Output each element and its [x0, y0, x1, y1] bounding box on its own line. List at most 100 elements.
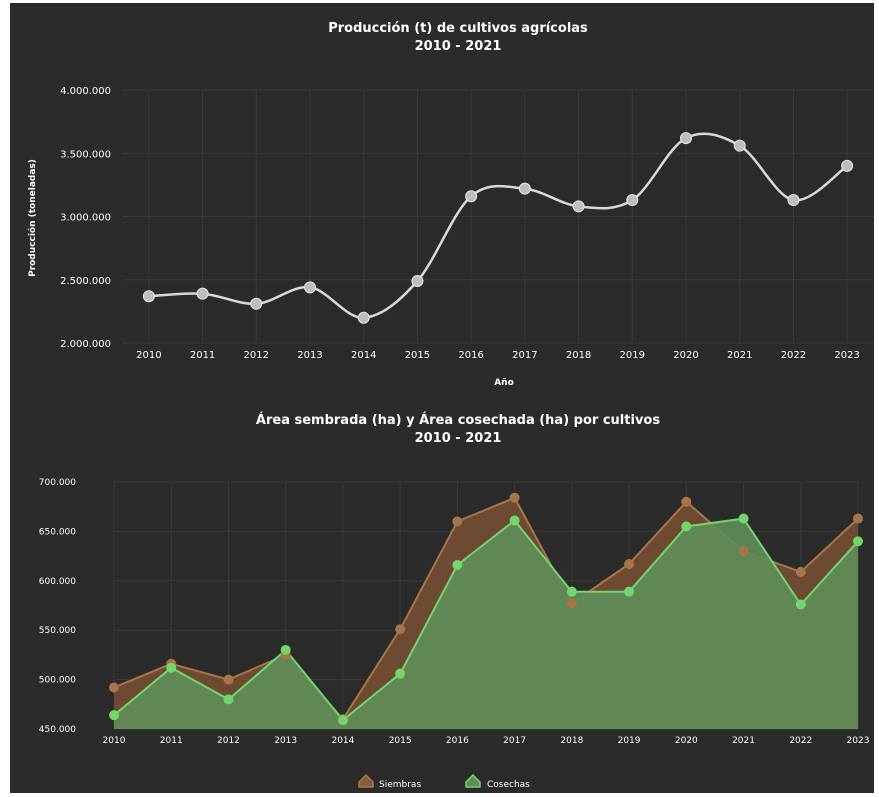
- x-axis-ticks: 2010 2011 2012 2013 2014 2015 2016 2017 2018 2019…: [103, 736, 870, 746]
- siembras-point[interactable]: [566, 598, 577, 609]
- x-tick-label: 2021: [732, 736, 755, 746]
- x-tick-label: 2023: [834, 350, 859, 361]
- data-point[interactable]: [626, 194, 639, 207]
- y-tick-label: 2.000.000: [60, 339, 111, 350]
- x-tick-label: 2019: [618, 736, 641, 746]
- cosechas-point[interactable]: [795, 599, 806, 610]
- siembras-point[interactable]: [795, 566, 806, 577]
- x-tick-label: 2014: [331, 736, 354, 746]
- legend-label-cosechas: Cosechas: [487, 780, 530, 790]
- x-tick-label: 2017: [503, 736, 526, 746]
- siembras-point[interactable]: [109, 682, 119, 693]
- x-tick-label: 2022: [789, 736, 812, 746]
- data-point[interactable]: [250, 297, 263, 310]
- chart-subtitle: 2010 - 2021: [415, 39, 502, 54]
- x-tick-label: 2011: [190, 350, 215, 361]
- x-tick-label: 2023: [847, 736, 870, 746]
- x-tick-label: 2012: [244, 350, 269, 361]
- siembras-point[interactable]: [624, 559, 635, 570]
- x-tick-label: 2017: [512, 350, 537, 361]
- legend: Siembras Cosechas: [358, 773, 530, 790]
- cosechas-point[interactable]: [738, 513, 749, 524]
- y-tick-label: 3.500.000: [60, 149, 111, 160]
- x-tick-label: 2018: [566, 350, 591, 361]
- x-tick-label: 2019: [620, 350, 645, 361]
- cosechas-point[interactable]: [681, 521, 692, 532]
- data-point[interactable]: [572, 200, 585, 213]
- data-point[interactable]: [465, 190, 478, 203]
- y-tick-label: 500.000: [39, 676, 76, 686]
- siembras-point[interactable]: [853, 513, 863, 524]
- x-tick-label: 2020: [675, 736, 698, 746]
- cosechas-point[interactable]: [223, 694, 234, 705]
- grid-lines: [122, 89, 874, 344]
- x-tick-label: 2015: [389, 736, 412, 746]
- x-tick-label: 2015: [405, 350, 430, 361]
- production-line-chart: Producción (t) de cultivos agrícolas 201…: [27, 21, 874, 388]
- production-series: [142, 132, 854, 324]
- x-tick-label: 2018: [560, 736, 583, 746]
- cosechas-point[interactable]: [166, 662, 177, 673]
- x-tick-label: 2011: [160, 736, 183, 746]
- y-tick-label: 600.000: [39, 577, 76, 587]
- data-point[interactable]: [411, 275, 424, 288]
- x-tick-label: 2013: [274, 736, 297, 746]
- x-tick-label: 2010: [103, 736, 126, 746]
- siembras-point[interactable]: [223, 674, 234, 685]
- data-point[interactable]: [357, 311, 370, 324]
- data-point[interactable]: [680, 132, 692, 145]
- x-tick-label: 2016: [458, 350, 483, 361]
- siembras-point[interactable]: [395, 624, 406, 635]
- data-point[interactable]: [196, 287, 209, 300]
- x-tick-label: 2020: [673, 350, 698, 361]
- cosechas-point[interactable]: [395, 668, 406, 679]
- legend-item-siembras[interactable]: Siembras: [358, 773, 421, 790]
- chart-title: Área sembrada (ha) y Área cosechada (ha)…: [256, 412, 660, 428]
- siembras-point[interactable]: [509, 492, 520, 503]
- production-chart-panel: Producción (t) de cultivos agrícolas 201…: [10, 3, 874, 395]
- production-line: [148, 132, 848, 319]
- y-tick-label: 650.000: [39, 527, 76, 537]
- area-series: [113, 496, 859, 729]
- cosechas-point[interactable]: [853, 536, 863, 547]
- y-axis-ticks: 2.000.000 2.500.000 3.000.000 3.500.000 4.00…: [60, 86, 111, 350]
- x-tick-label: 2012: [217, 736, 240, 746]
- siembras-point[interactable]: [681, 496, 692, 507]
- area-chart: Área sembrada (ha) y Área cosechada (ha)…: [39, 412, 870, 790]
- data-point[interactable]: [733, 139, 746, 152]
- y-tick-label: 700.000: [39, 478, 76, 488]
- x-tick-label: 2021: [727, 350, 752, 361]
- area-chart-panel: Área sembrada (ha) y Área cosechada (ha)…: [10, 395, 874, 793]
- y-tick-label: 4.000.000: [60, 86, 111, 97]
- x-tick-label: 2014: [351, 350, 376, 361]
- x-tick-label: 2022: [781, 350, 806, 361]
- y-tick-label: 550.000: [39, 626, 76, 636]
- cosechas-area: [114, 518, 858, 729]
- chart-title: Producción (t) de cultivos agrícolas: [328, 21, 588, 36]
- y-axis-label: Producción (toneladas): [27, 159, 38, 277]
- legend-label-siembras: Siembras: [379, 780, 421, 790]
- legend-item-cosechas[interactable]: Cosechas: [465, 773, 530, 790]
- data-point[interactable]: [304, 281, 316, 294]
- data-point[interactable]: [787, 194, 800, 207]
- y-tick-label: 3.000.000: [60, 213, 111, 224]
- cosechas-point[interactable]: [566, 586, 577, 597]
- cosechas-point[interactable]: [624, 586, 635, 597]
- cosechas-point[interactable]: [280, 644, 291, 655]
- data-point[interactable]: [142, 290, 155, 303]
- cosechas-point[interactable]: [109, 710, 119, 721]
- data-point[interactable]: [518, 182, 531, 195]
- siembras-point[interactable]: [738, 546, 749, 557]
- x-tick-label: 2010: [136, 350, 161, 361]
- cosechas-point[interactable]: [509, 515, 520, 526]
- series-points: [109, 492, 863, 726]
- x-tick-label: 2013: [297, 350, 322, 361]
- y-axis-ticks: 450.000 500.000 550.000 600.000 650.000 700.0…: [39, 478, 76, 735]
- data-point[interactable]: [841, 159, 854, 172]
- y-tick-label: 2.500.000: [60, 276, 111, 287]
- cosechas-point[interactable]: [337, 715, 348, 726]
- x-axis-label: Año: [494, 378, 514, 388]
- siembras-point[interactable]: [452, 516, 463, 527]
- cosechas-point[interactable]: [452, 559, 463, 570]
- x-tick-label: 2016: [446, 736, 469, 746]
